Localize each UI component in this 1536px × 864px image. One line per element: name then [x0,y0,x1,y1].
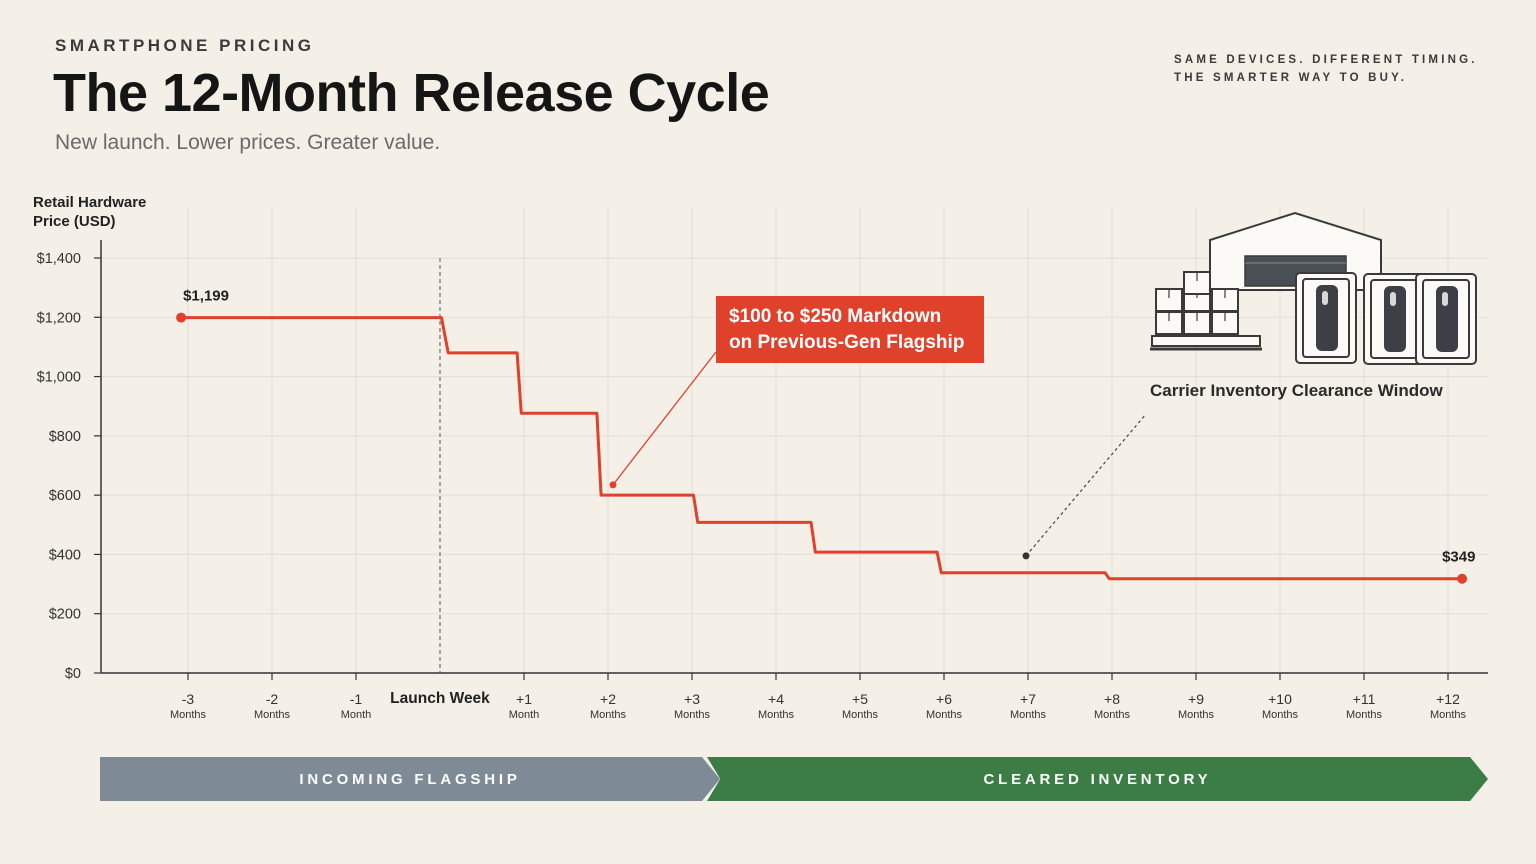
y-tick-label: $800 [49,429,81,445]
subtitle: New launch. Lower prices. Greater value. [55,131,441,154]
x-tick-sublabel: Months [1346,709,1383,721]
x-tick-sublabel: Month [509,709,540,721]
phase-cleared-inventory: CLEARED INVENTORY [707,757,1488,801]
y-axis-label: Retail Hardware Price (USD) [33,193,146,231]
x-tick-sublabel: Months [674,709,711,721]
page-title: The 12-Month Release Cycle [53,63,770,123]
y-tick-label: $1,400 [37,251,81,267]
x-tick-label: +4 [768,691,784,707]
y-tick-label: $400 [49,547,81,563]
y-tick-label: $1,200 [37,310,81,326]
markdown-callout-connector [612,351,717,486]
boxed-phone-icon [1415,273,1477,365]
y-tick-label: $600 [49,488,81,504]
markdown-callout-line-2: on Previous-Gen Flagship [729,332,965,353]
x-tick-sublabel: Month [341,709,372,721]
tagline-line-1: SAME DEVICES. DIFFERENT TIMING. [1174,54,1478,66]
phase-incoming-flagship: INCOMING FLAGSHIP [100,757,720,801]
series: $1,199 $349 [176,288,1475,584]
tagline: SAME DEVICES. DIFFERENT TIMING. THE SMAR… [1174,51,1478,87]
markdown-callout-dot [609,481,617,489]
x-tick-label: -3 [182,691,195,707]
x-tick-label: +5 [852,691,868,707]
y-tick-label: $0 [65,666,81,682]
x-tick-sublabel: Months [590,709,627,721]
markdown-callout-line-1: $100 to $250 Markdown [729,306,942,327]
x-tick-label: +12 [1436,691,1460,707]
price-point-label: $1,199 [183,288,229,305]
x-tick-label: +11 [1353,691,1376,707]
x-tick-sublabel: Months [1430,709,1467,721]
y-tick-label: $200 [49,607,81,623]
markdown-callout: $100 to $250 Markdown on Previous-Gen Fl… [716,296,984,363]
launch-week-label: Launch Week [390,690,490,707]
x-tick-label: +8 [1104,691,1120,707]
price-point [176,312,187,323]
clearance-callout-dot [1022,552,1030,560]
x-tick-sublabel: Months [170,709,207,721]
x-tick-sublabel: Months [842,709,879,721]
x-tick-sublabel: Months [254,709,291,721]
price-step-line [181,316,1463,581]
x-tick-sublabel: Months [1262,709,1299,721]
price-point [1457,573,1468,584]
x-tick-sublabel: Months [1178,709,1215,721]
price-point-label: $349 [1442,549,1475,566]
boxed-phone-icon [1295,272,1357,364]
axes [94,240,1488,680]
callout-lines [609,351,1147,560]
tagline-line-2: THE SMARTER WAY TO BUY. [1174,72,1408,84]
x-tick-label: +10 [1268,691,1292,707]
x-tick-label: -2 [266,691,279,707]
x-tick-label: +3 [684,691,700,707]
x-tick-sublabel: Months [1094,709,1131,721]
clearance-callout-connector [1025,413,1147,557]
x-tick-label: +1 [516,691,532,707]
x-tick-label: +9 [1188,691,1204,707]
x-tick-label: +6 [936,691,952,707]
clearance-illustration [1150,211,1477,365]
x-tick-sublabel: Months [926,709,963,721]
y-tick-label: $1,000 [37,370,81,386]
x-tick-label: +7 [1020,691,1036,707]
boxed-phone-icon [1363,273,1425,365]
x-tick-label: +2 [600,691,616,707]
clearance-callout: Carrier Inventory Clearance Window [1150,381,1443,400]
x-tick-label: -1 [350,691,363,707]
y-axis-label-line-1: Retail Hardware [33,194,147,211]
x-tick-sublabel: Months [1010,709,1047,721]
y-axis-label-line-2: Price (USD) [33,213,116,230]
x-tick-sublabel: Months [758,709,795,721]
tick-labels: $0 $200 $400 $600 $800 $1,000 $1,200 $1,400 -3 Mo… [37,251,1467,721]
eyebrow: SMARTPHONE PRICING [55,36,315,55]
pallet-boxes-icon [1150,271,1262,351]
